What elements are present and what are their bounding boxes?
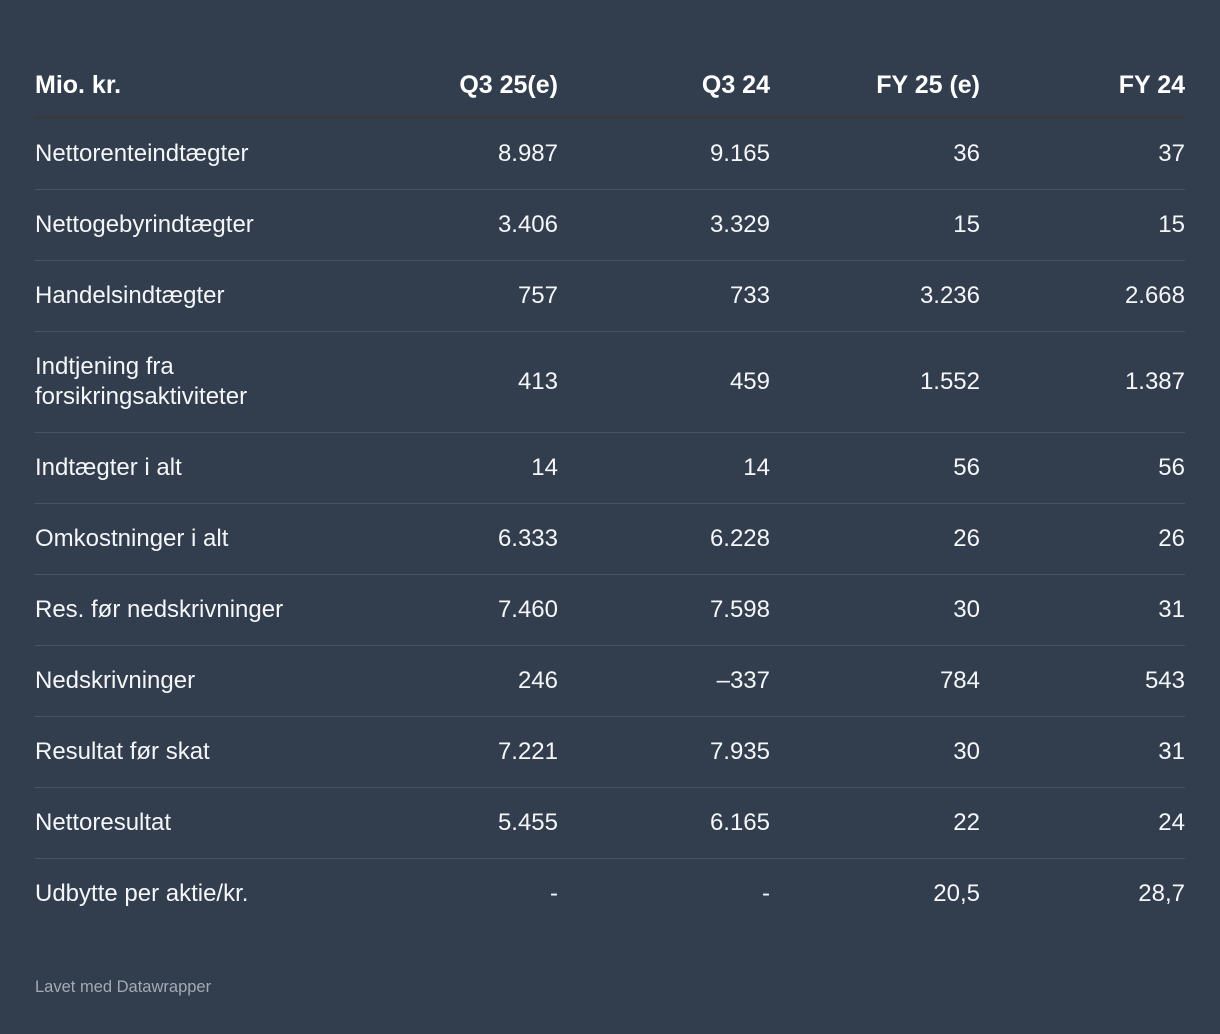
- cell-value: 459: [558, 331, 770, 433]
- row-label: Nedskrivninger: [35, 645, 365, 717]
- row-label: Udbytte per aktie/kr.: [35, 880, 249, 907]
- row-label: Indtjening fra forsikringsaktiviteter: [35, 331, 365, 433]
- cell-value: 56: [980, 432, 1185, 504]
- table-row: Nettorenteindtægter 8.987 9.165 36 37: [35, 117, 1185, 190]
- column-header-unit: Mio. kr.: [35, 60, 365, 119]
- cell-value: 15: [770, 189, 980, 261]
- table-row: Res. før nedskrivninger 7.460 7.598 30 31: [35, 574, 1185, 646]
- cell-value: 3.236: [770, 260, 980, 332]
- cell-value: 7.460: [365, 574, 558, 646]
- cell-value: 9.165: [558, 117, 770, 190]
- header-row: Mio. kr. Q3 25(e) Q3 24 FY 25 (e) FY 24: [35, 60, 1185, 119]
- cell-value: 5.455: [365, 787, 558, 859]
- row-label: Nettorenteindtægter: [35, 117, 365, 190]
- cell-value: 14: [365, 432, 558, 504]
- financial-table: Mio. kr. Q3 25(e) Q3 24 FY 25 (e) FY 24 …: [35, 60, 1185, 929]
- row-label: Res. før nedskrivninger: [35, 574, 365, 646]
- attribution: Lavet med Datawrapper: [35, 977, 1185, 997]
- cell-value: 1.552: [770, 331, 980, 433]
- cell-value: 3.406: [365, 189, 558, 261]
- cell-value: 30: [770, 574, 980, 646]
- cell-value: 15: [980, 189, 1185, 261]
- cell-value: 20,5: [933, 880, 980, 907]
- row-label: Nettoresultat: [35, 787, 365, 859]
- table-row: Indtægter i alt 14 14 56 56: [35, 432, 1185, 504]
- cell-value: 8.987: [365, 117, 558, 190]
- cell-value: 733: [558, 260, 770, 332]
- cell-value: 26: [980, 503, 1185, 575]
- column-header-q3-25e: Q3 25(e): [365, 60, 558, 119]
- cell-value: 3.329: [558, 189, 770, 261]
- cell-value: 36: [770, 117, 980, 190]
- cell-value: 24: [980, 787, 1185, 859]
- cell-value: 1.387: [980, 331, 1185, 433]
- cell-value: 543: [980, 645, 1185, 717]
- cell-value: 26: [770, 503, 980, 575]
- cell-value: 56: [770, 432, 980, 504]
- cell-value: 6.333: [365, 503, 558, 575]
- row-label: Omkostninger i alt: [35, 503, 365, 575]
- row-label: Handelsindtægter: [35, 260, 365, 332]
- cell-value: 2.668: [980, 260, 1185, 332]
- row-label: Nettogebyrindtægter: [35, 189, 365, 261]
- cell-value: 784: [770, 645, 980, 717]
- cell-value: 7.598: [558, 574, 770, 646]
- datawrapper-link[interactable]: Lavet med Datawrapper: [35, 978, 212, 996]
- cell-value: -: [762, 880, 770, 907]
- cell-value: 31: [980, 716, 1185, 788]
- table-card: Mio. kr. Q3 25(e) Q3 24 FY 25 (e) FY 24 …: [35, 60, 1185, 997]
- cell-value: 22: [770, 787, 980, 859]
- cell-value: 7.221: [365, 716, 558, 788]
- cell-value: 30: [770, 716, 980, 788]
- row-label: Resultat før skat: [35, 716, 365, 788]
- cell-value: 413: [365, 331, 558, 433]
- table-row: Nedskrivninger 246 –337 784 543: [35, 645, 1185, 717]
- cell-value: 37: [980, 117, 1185, 190]
- row-label: Indtægter i alt: [35, 432, 365, 504]
- column-header-q3-24: Q3 24: [558, 60, 770, 119]
- cell-value: 14: [558, 432, 770, 504]
- column-header-fy-25e: FY 25 (e): [770, 60, 980, 119]
- cell-value: 31: [980, 574, 1185, 646]
- cell-value: 7.935: [558, 716, 770, 788]
- table-row: Indtjening fra forsikringsaktiviteter 413…: [35, 331, 1185, 433]
- table-row: Nettogebyrindtægter 3.406 3.329 15 15: [35, 189, 1185, 261]
- table-row: Resultat før skat 7.221 7.935 30 31: [35, 716, 1185, 788]
- cell-value: 757: [365, 260, 558, 332]
- cell-value: 6.165: [558, 787, 770, 859]
- table-row: Handelsindtægter 757 733 3.236 2.668: [35, 260, 1185, 332]
- table-row: Udbytte per aktie/kr. - - 20,5 28,7: [35, 859, 1185, 930]
- cell-value: -: [550, 880, 558, 907]
- column-header-fy-24: FY 24: [980, 60, 1185, 119]
- table-row: Omkostninger i alt 6.333 6.228 26 26: [35, 503, 1185, 575]
- cell-value: 246: [365, 645, 558, 717]
- cell-value: 28,7: [1138, 880, 1185, 907]
- cell-value: –337: [558, 645, 770, 717]
- cell-value: 6.228: [558, 503, 770, 575]
- table-row: Nettoresultat 5.455 6.165 22 24: [35, 787, 1185, 859]
